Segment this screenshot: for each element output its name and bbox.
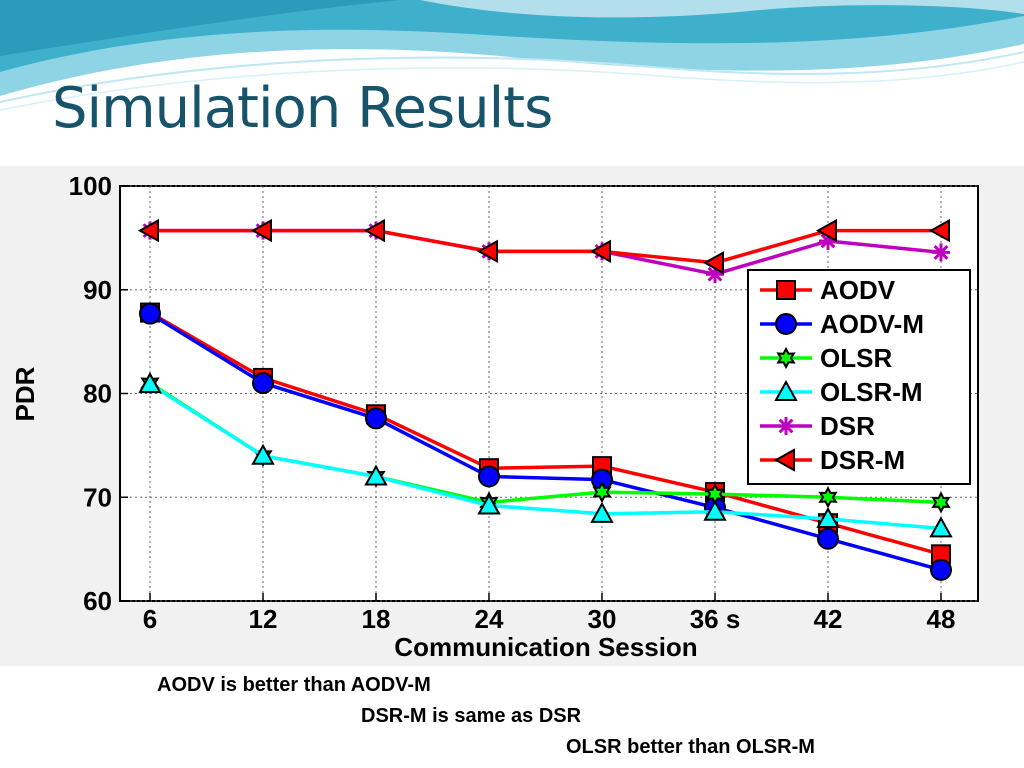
header-wave-decoration	[0, 0, 1024, 111]
data-point	[138, 372, 162, 394]
series-lines	[137, 218, 953, 581]
series-aodv-m	[139, 302, 952, 581]
data-point	[590, 501, 614, 523]
x-tick-label: 48	[927, 604, 956, 634]
data-point	[818, 486, 838, 509]
legend-marker	[776, 346, 796, 370]
legend-marker	[773, 448, 795, 472]
legend-label: AODV-M	[820, 309, 924, 339]
data-point	[363, 218, 385, 243]
legend-box	[747, 269, 971, 485]
note-dsr: DSR-M is same as DSR	[361, 705, 582, 727]
data-point	[930, 558, 952, 581]
x-tick-label: 12	[249, 604, 278, 634]
data-point	[139, 302, 161, 325]
legend-entry: DSR-M	[760, 445, 905, 475]
legend-marker	[776, 280, 796, 300]
legend-marker	[774, 379, 798, 401]
data-point	[592, 480, 612, 504]
legend-marker	[777, 417, 795, 435]
legend: AODV AODV-M OLSR OLSR-M DSR DSR-M	[747, 269, 971, 485]
legend-label: DSR-M	[820, 445, 905, 475]
data-point	[815, 218, 837, 243]
series-line	[149, 312, 942, 572]
y-tick-label: 60	[83, 586, 112, 616]
slide-title: Simulation Results	[52, 76, 553, 141]
x-axis-label: Communication Session	[394, 632, 697, 662]
legend-entry: OLSR	[760, 343, 892, 373]
data-point	[816, 506, 840, 529]
y-tick-label: 100	[69, 171, 112, 201]
legend-entry: OLSR-M	[760, 377, 923, 407]
data-point	[928, 218, 950, 243]
series-line	[149, 382, 942, 531]
series-line	[150, 228, 941, 265]
legend-label: OLSR	[820, 343, 892, 373]
data-point	[365, 407, 387, 430]
x-tick-label: 30	[588, 604, 617, 634]
legend-label: DSR	[820, 411, 875, 441]
data-point	[702, 251, 724, 275]
axes: 6 12 18 24 30 36 s 42 48 60 70 80 90 100	[69, 171, 956, 634]
data-point	[932, 243, 950, 262]
series-olsr-m	[138, 372, 953, 538]
data-point	[589, 239, 611, 264]
data-point	[703, 499, 727, 521]
data-point	[931, 491, 951, 514]
x-tick-label: 6	[143, 604, 157, 634]
y-tick-label: 70	[83, 482, 112, 512]
data-point	[364, 464, 388, 486]
x-tick-label: 42	[814, 604, 843, 634]
note-olsr: OLSR better than OLSR-M	[566, 736, 815, 758]
legend-entry: AODV	[760, 275, 896, 305]
data-point	[476, 239, 498, 264]
data-point	[252, 372, 274, 395]
x-tick-label: 18	[362, 604, 391, 634]
pdr-line-chart: 6 12 18 24 30 36 s 42 48 60 70 80 90 100 AODV AODV-M O…	[0, 166, 1024, 666]
data-point	[817, 527, 839, 550]
legend-marker	[775, 313, 797, 335]
y-tick-label: 80	[83, 379, 112, 409]
legend-entry: DSR	[760, 411, 875, 441]
asterisk-stroke	[778, 418, 794, 434]
asterisk-stroke	[933, 244, 949, 260]
data-point	[251, 443, 275, 465]
y-tick-label: 90	[83, 275, 112, 305]
y-axis-label: PDR	[10, 366, 40, 421]
legend-label: AODV	[820, 275, 896, 305]
note-aodv: AODV is better than AODV-M	[157, 674, 431, 696]
legend-entry: AODV-M	[760, 309, 924, 339]
data-point	[137, 218, 159, 243]
series-dsr-m	[137, 218, 950, 275]
legend-label: OLSR-M	[820, 377, 923, 407]
data-point	[478, 465, 500, 488]
data-point	[477, 493, 501, 515]
x-tick-label: 24	[475, 604, 504, 634]
x-tick-label: 36 s	[690, 604, 741, 634]
data-point	[929, 516, 953, 538]
data-point	[250, 218, 272, 243]
